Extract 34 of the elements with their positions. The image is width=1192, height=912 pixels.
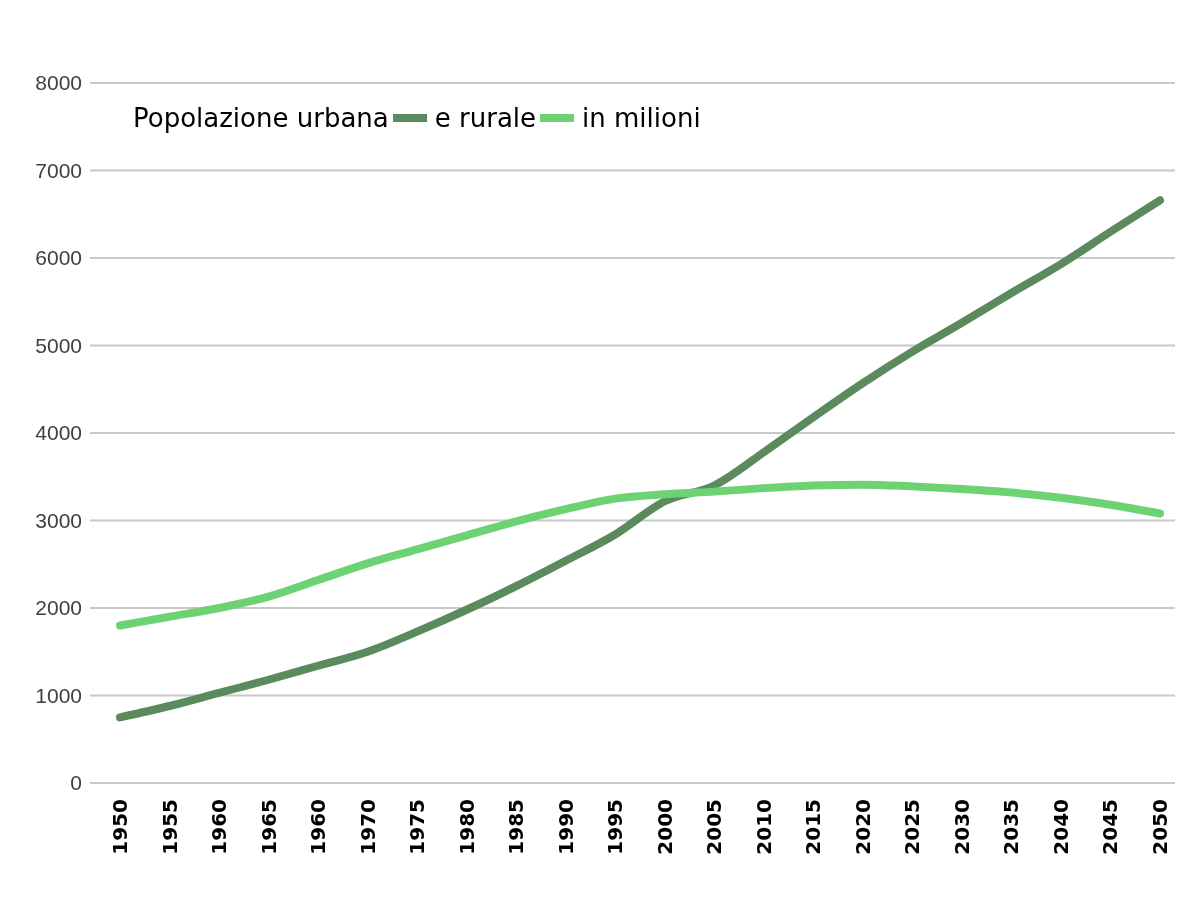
x-tick-label: 2015 xyxy=(801,799,826,855)
legend-title: Popolazione urbana xyxy=(133,103,389,133)
x-tick-label: 1955 xyxy=(157,799,182,855)
x-tick-label: 2020 xyxy=(850,799,875,855)
y-tick-label: 1000 xyxy=(35,683,82,707)
x-tick-label: 1950 xyxy=(108,799,132,855)
x-tick-label: 1980 xyxy=(454,799,479,855)
x-tick-label: 2050 xyxy=(1148,799,1172,855)
y-tick-label: 7000 xyxy=(35,158,82,182)
legend-label: e rurale xyxy=(434,103,537,133)
x-tick-label: 2045 xyxy=(1098,799,1123,855)
x-tick-label: 1960 xyxy=(207,799,232,855)
y-tick-label: 0 xyxy=(70,771,82,795)
x-tick-label: 1965 xyxy=(256,799,281,855)
x-tick-label: 2030 xyxy=(949,799,974,855)
x-tick-label: 2025 xyxy=(900,799,925,855)
x-tick-label: 2040 xyxy=(1048,799,1073,855)
x-tick-label: 1970 xyxy=(355,799,380,855)
y-tick-label: 8000 xyxy=(35,71,82,95)
y-tick-label: 6000 xyxy=(35,246,82,270)
x-tick-label: 2010 xyxy=(751,799,776,855)
x-tick-label: 2035 xyxy=(999,799,1024,855)
y-tick-label: 2000 xyxy=(35,596,82,620)
x-tick-label: 1995 xyxy=(603,799,628,855)
x-tick-label: 2005 xyxy=(702,799,727,855)
legend-label: in milioni xyxy=(582,103,701,133)
y-tick-label: 4000 xyxy=(35,421,82,445)
x-tick-label: 2000 xyxy=(652,799,677,855)
x-tick-label: 1960 xyxy=(306,799,331,855)
x-tick-label: 1990 xyxy=(553,799,578,855)
y-tick-label: 5000 xyxy=(35,333,82,357)
x-tick-label: 1975 xyxy=(405,799,430,855)
y-tick-label: 3000 xyxy=(35,508,82,532)
x-tick-label: 1985 xyxy=(504,799,529,855)
